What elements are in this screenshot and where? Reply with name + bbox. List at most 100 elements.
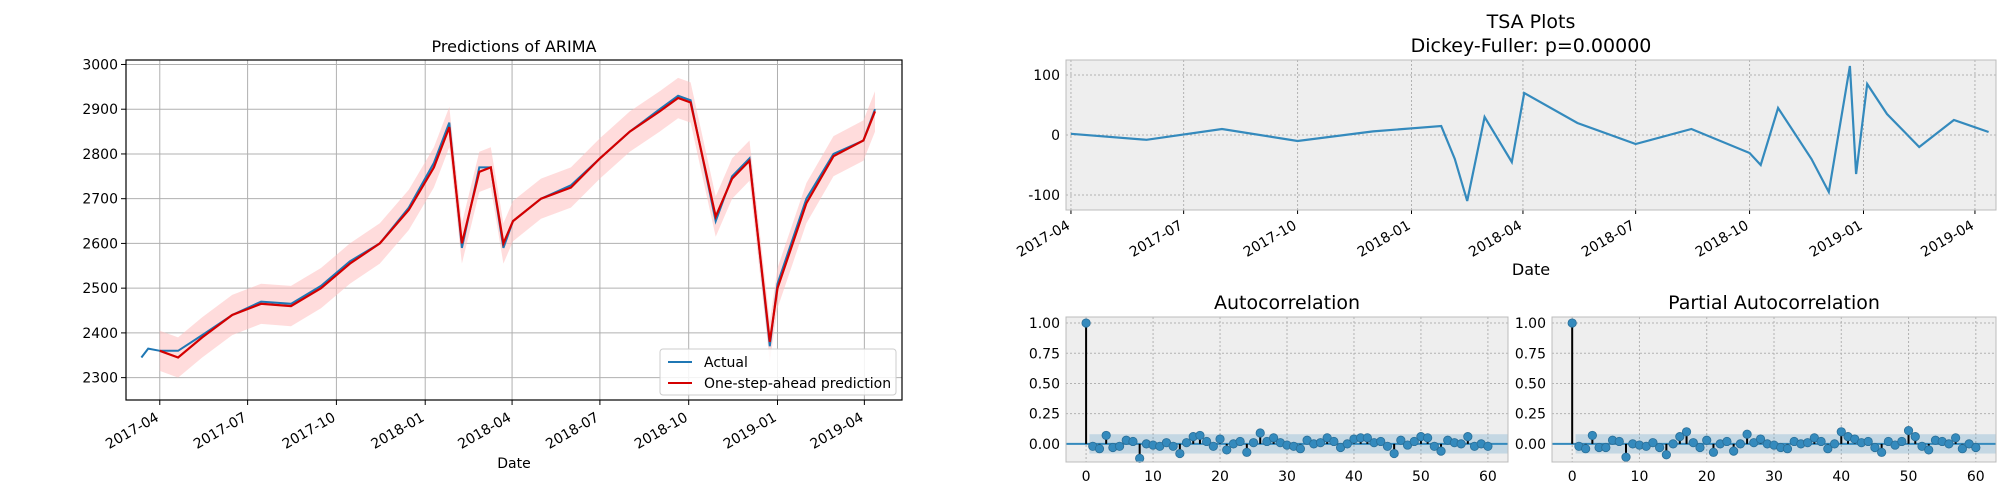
pacf-stem-marker [1829,439,1840,449]
acf-x-tick-label: 10 [1144,469,1162,485]
acf-stem-marker [1315,438,1326,448]
acf-stem-marker [1436,446,1446,456]
pacf-stem-marker [1655,442,1665,453]
tsa-x-tick-label: 2019-04 [1918,218,1977,261]
arima-y-tick-label: 2800 [82,147,118,163]
acf-stem-marker [1382,441,1393,451]
pacf-stem-marker [1957,444,1967,454]
acf-stem-marker [1463,432,1473,442]
pacf-stem-marker [1587,430,1597,441]
arima-x-label: Date [497,456,530,472]
tsa-x-tick-label: 2018-07 [1579,218,1638,261]
acf-y-tick-label: 0.25 [1029,407,1060,423]
pacf-stem-marker [1675,432,1685,442]
pacf-y-tick-label: 0.75 [1515,346,1546,362]
tsa-title: TSA Plots [1486,11,1576,33]
pacf-x-tick-label: 20 [1698,469,1716,485]
pacf-stem-marker [1924,445,1934,455]
pacf-stem-marker [1951,433,1961,443]
arima-x-tick-label: 2017-04 [103,410,162,453]
acf-x-tick-label: 0 [1082,469,1091,485]
tsa-y-tick-label: 0 [1051,128,1060,144]
pacf-stem-marker [1601,442,1611,453]
acf-stem-marker [1235,436,1245,447]
pacf-stem-marker [1735,439,1745,449]
acf-stem-marker [1329,436,1339,447]
acf-stem-marker [1255,428,1265,438]
acf-stem-marker [1423,433,1433,443]
acf-y-tick-label: 0.50 [1029,376,1060,392]
acf-stem-marker [1409,436,1419,447]
acf-stem-marker [1429,441,1439,451]
pacf-stem-marker [1648,438,1658,448]
pacf-stem-marker [1742,429,1752,439]
arima-confidence-band [159,77,876,378]
acf-x-tick-label: 20 [1211,469,1229,485]
pacf-stem-marker [1816,436,1826,447]
tsa-x-tick-label: 2019-01 [1807,218,1866,261]
tsa-series-line [1070,65,1989,202]
acf-stem-marker [1114,441,1125,451]
pacf-stem-marker [1695,442,1705,453]
acf-stem-marker [1483,441,1493,451]
acf-stem-marker [1215,434,1225,444]
pacf-stem-marker [1688,438,1698,448]
arima-title: Predictions of ARIMA [432,37,597,56]
pacf-stem-marker [1661,450,1671,460]
tsa-subtitle: Dickey-Fuller: p=0.00000 [1411,35,1652,57]
arima-y-tick-label: 2500 [82,281,118,297]
pacf-y-tick-label: 0.25 [1515,407,1546,423]
arima-x-tick-label: 2017-10 [280,410,339,453]
acf-stem-marker [1128,436,1138,447]
arima-x-tick-label: 2018-07 [543,410,602,453]
acf-stem-marker [1101,430,1111,441]
pacf-y-tick-label: 0.50 [1515,376,1546,392]
acf-plot-frame [1065,316,1509,463]
acf-title: Autocorrelation [1214,292,1360,314]
acf-stem-marker [1342,439,1352,449]
arima-legend-box [659,348,897,396]
acf-stem-marker [1396,435,1406,445]
arima-legend-label: One-step-ahead prediction [704,376,891,392]
acf-stem-marker [1269,433,1279,443]
acf-stem-marker [1195,430,1205,441]
acf-x-tick-label: 50 [1412,469,1430,485]
tsa-chart: -100 0 100 2017-04 2017-07 2017-10 2018-01 2018… [1014,11,1997,279]
pacf-stem-marker [1668,439,1678,449]
arima-x-tick-label: 2019-01 [721,410,780,453]
pacf-stem-marker [1729,446,1739,456]
acf-stem-marker [1456,439,1466,449]
acf-x-tick-label: 30 [1278,469,1296,485]
pacf-stem-marker [1971,442,1981,453]
acf-stem-marker [1094,444,1105,454]
acf-stem-marker [1222,445,1232,455]
pacf-stem-marker [1567,318,1577,328]
acf-stem-marker [1242,447,1252,457]
pacf-stem-marker [1803,438,1813,448]
arima-y-tick-label: 2900 [82,102,118,118]
pacf-stem-marker [1708,447,1719,457]
arima-y-tick-label: 2300 [82,371,118,387]
acf-stem-marker [1295,444,1305,454]
arima-chart: 2300 2400 2500 2600 2700 2800 2900 3000 2017-04 2… [82,37,903,472]
pacf-title: Partial Autocorrelation [1668,292,1880,314]
pacf-x-tick-label: 10 [1631,469,1649,485]
pacf-stem-marker [1702,435,1712,445]
pacf-y-tick-label: 1.00 [1515,316,1546,332]
acf-y-tick-label: 1.00 [1029,316,1060,332]
pacf-stem-marker [1836,427,1846,437]
pacf-stem-marker [1823,444,1833,454]
arima-x-tick-label: 2017-07 [191,410,250,453]
arima-y-tick-label: 3000 [82,57,118,73]
pacf-stem-marker [1722,436,1732,447]
pacf-x-tick-label: 50 [1900,469,1918,485]
acf-x-tick-label: 40 [1345,469,1363,485]
arima-y-tick-label: 2700 [82,192,118,208]
arima-series-line [159,96,877,359]
tsa-plot-frame [1065,59,1997,211]
pacf-stem-marker [1581,444,1591,454]
tsa-x-label: Date [1512,260,1550,279]
pacf-x-tick-label: 30 [1765,469,1783,485]
pacf-stem-marker [1944,439,1954,449]
pacf-stem-marker [1877,447,1887,457]
